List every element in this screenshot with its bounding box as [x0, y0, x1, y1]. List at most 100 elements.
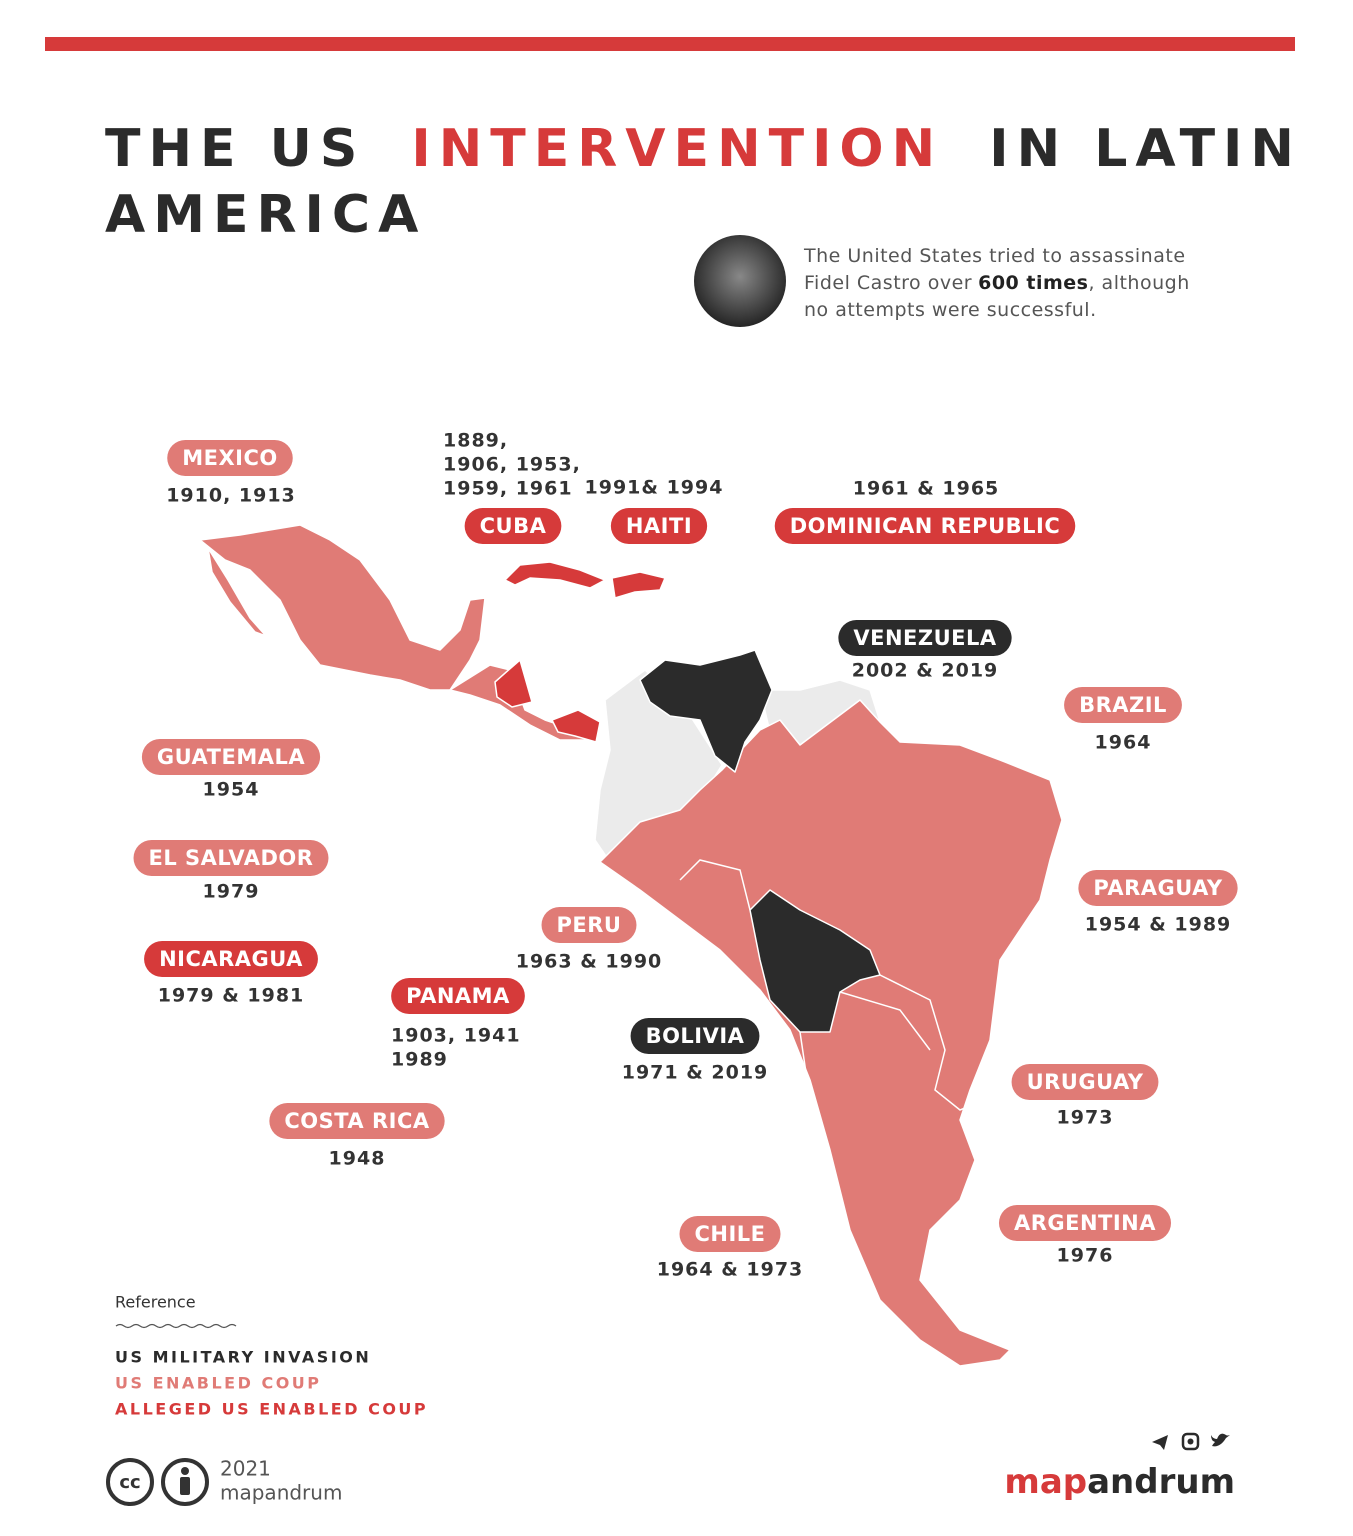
- country-name: VENEZUELA: [853, 626, 997, 650]
- hispaniola-shape: [611, 571, 666, 599]
- country-pill: [838, 620, 1012, 656]
- country-years: 2002 & 2019: [852, 660, 999, 682]
- country-pill: [774, 508, 1076, 544]
- twitter-icon: [1211, 1433, 1230, 1447]
- country-years: 1954: [203, 779, 260, 801]
- country-name: URUGUAY: [1027, 1070, 1144, 1094]
- country-years: 1979 & 1981: [158, 985, 305, 1007]
- country-name: COSTA RICA: [284, 1109, 430, 1133]
- license-year: 2021: [220, 1457, 271, 1481]
- photo: [694, 235, 786, 327]
- bolivia-shape: [749, 889, 881, 1033]
- country-name: ARGENTINA: [1014, 1211, 1156, 1235]
- legend: US MILITARY INVASION US ENABLED COUP ALLEG…: [115, 1348, 428, 1419]
- by-head: [181, 1467, 189, 1475]
- baja-shape: [207, 547, 267, 637]
- country-years: 1948: [329, 1148, 386, 1170]
- note-bold: 600 times: [978, 272, 1088, 294]
- instagram-icon: [1181, 1432, 1200, 1451]
- country-name: GUATEMALA: [157, 745, 305, 769]
- by-body: [180, 1477, 190, 1495]
- country-years: 1889,: [443, 430, 508, 452]
- note-text: , although: [1088, 272, 1189, 294]
- country-name: CHILE: [694, 1222, 765, 1246]
- country-name: HAITI: [626, 514, 692, 538]
- country-name: PANAMA: [406, 984, 510, 1008]
- country-years: 1963 & 1990: [516, 951, 663, 973]
- license-name: mapandrum: [220, 1481, 342, 1505]
- south-america-shape: [599, 699, 1063, 1367]
- logo-part: map: [1004, 1462, 1087, 1502]
- title-line: THE US INTERVENTION IN LATIN: [105, 119, 1302, 179]
- country-name: BRAZIL: [1079, 693, 1167, 717]
- country-years: 1959, 1961: [443, 478, 573, 500]
- country-years: 1976: [1057, 1245, 1114, 1267]
- country-years: 1910, 1913: [166, 485, 296, 507]
- country-years: 1961 & 1965: [853, 478, 1000, 500]
- legend-item: US ENABLED COUP: [115, 1374, 322, 1393]
- cc-text: cc: [119, 1472, 140, 1493]
- mexico-shape: [199, 524, 486, 691]
- country-name: DOMINICAN REPUBLIC: [790, 514, 1061, 538]
- country-years: 1979: [203, 881, 260, 903]
- country-years: 1971 & 2019: [622, 1062, 769, 1084]
- country-years: 1964: [1095, 732, 1152, 754]
- note-line: no attempts were successful.: [804, 299, 1097, 321]
- country-labels: MEXICO 1910, 1913 CUBA 1889,1906, 1953,1959…: [133, 430, 1238, 1281]
- country-pill: [1078, 870, 1238, 906]
- venezuela-shape: [639, 649, 773, 773]
- country-pill: [1011, 1064, 1159, 1100]
- panama-shape: [551, 709, 601, 743]
- country-pill: [1064, 687, 1182, 723]
- border: [839, 991, 931, 1051]
- logo-part: andrum: [1087, 1462, 1235, 1502]
- map: [199, 524, 1063, 1367]
- title-part: THE US: [105, 119, 365, 179]
- country-pill: [133, 840, 329, 876]
- note-text: The United States tried to assassinate: [803, 245, 1186, 267]
- country-pill: [269, 1103, 445, 1139]
- country-years: 1991& 1994: [585, 477, 724, 499]
- note-line: The United States tried to assassinate: [803, 245, 1186, 267]
- country-years: 1989: [391, 1049, 448, 1071]
- country-pill: [141, 739, 321, 775]
- country-pill: [167, 440, 293, 476]
- country-pill: [610, 508, 708, 544]
- country-name: PARAGUAY: [1093, 876, 1223, 900]
- nicaragua-shape: [494, 659, 533, 708]
- country-name: BOLIVIA: [646, 1024, 745, 1048]
- note-text: no attempts were successful.: [804, 299, 1097, 321]
- country-years: 1973: [1057, 1107, 1114, 1129]
- legend-item: US MILITARY INVASION: [115, 1348, 371, 1367]
- country-pill: [391, 978, 525, 1014]
- country-pill: [679, 1216, 781, 1252]
- country-pill: [144, 941, 318, 977]
- legend-title: Reference: [115, 1293, 196, 1312]
- legend-squiggle: [115, 1323, 237, 1329]
- country-pill: [998, 1205, 1172, 1241]
- country-pill: [630, 1018, 760, 1054]
- legend-item: ALLEGED US ENABLED COUP: [115, 1400, 428, 1419]
- cuba-shape: [504, 561, 606, 589]
- country-years: 1954 & 1989: [1085, 914, 1232, 936]
- country-name: MEXICO: [182, 446, 278, 470]
- logo: mapandrum: [1004, 1462, 1235, 1502]
- country-name: PERU: [557, 913, 622, 937]
- country-name: EL SALVADOR: [149, 846, 314, 870]
- top-bar: [45, 37, 1295, 51]
- note-line: Fidel Castro over 600 times, although: [804, 272, 1190, 294]
- note-text: Fidel Castro over: [804, 272, 972, 294]
- country-name: CUBA: [480, 514, 547, 538]
- title-part: IN LATIN: [989, 119, 1302, 179]
- by-icon: [161, 1458, 209, 1506]
- license: cc 2021 mapandrum: [106, 1457, 342, 1506]
- telegram-icon: [1152, 1435, 1168, 1450]
- social-icons: [1152, 1432, 1230, 1451]
- country-pill: [464, 508, 562, 544]
- country-years: 1964 & 1973: [657, 1259, 804, 1281]
- title-line: AMERICA: [105, 185, 426, 245]
- country-years: 1903, 1941: [391, 1025, 521, 1047]
- title-part: INTERVENTION: [411, 119, 943, 179]
- border: [879, 974, 986, 1111]
- border: [799, 1031, 881, 1321]
